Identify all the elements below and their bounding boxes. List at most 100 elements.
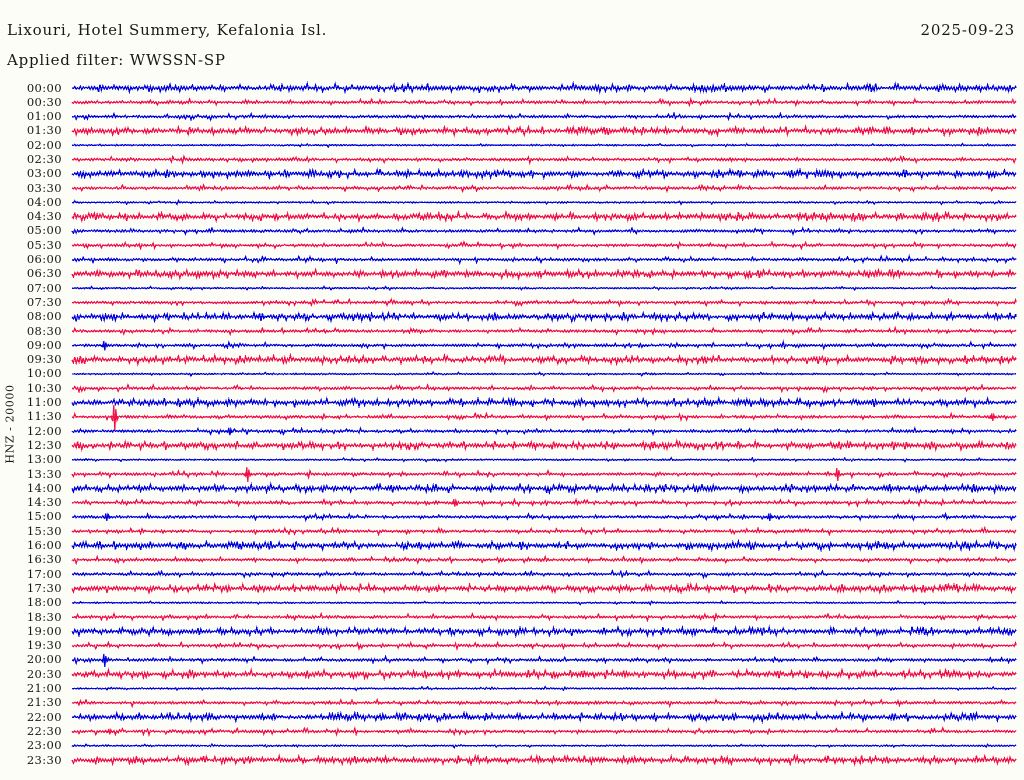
- seismogram-trace: [71, 599, 1017, 606]
- seismic-event-spike: [833, 468, 842, 482]
- seismogram-trace: [71, 96, 1017, 108]
- row-time-label: 19:30: [26, 638, 62, 653]
- seismogram-trace: [71, 267, 1017, 281]
- row-time-label: 17:00: [26, 566, 62, 581]
- seismogram-trace: [71, 383, 1017, 394]
- row-time-label: 05:00: [26, 223, 62, 238]
- seismogram-trace: [71, 254, 1017, 265]
- seismogram-trace: [71, 497, 1017, 508]
- seismogram-trace: [71, 199, 1017, 206]
- row-time-label: 02:00: [26, 137, 62, 152]
- row-time-label: 22:00: [26, 709, 62, 724]
- seismic-event-spike: [105, 728, 114, 735]
- seismogram-trace: [71, 581, 1017, 596]
- row-time-label: 03:00: [26, 166, 62, 181]
- seismic-event-spike: [450, 498, 459, 507]
- seismogram-trace: [71, 183, 1017, 194]
- row-time-label: 04:00: [26, 194, 62, 209]
- seismogram-trace: [71, 456, 1017, 463]
- row-time-label: 10:30: [26, 380, 62, 395]
- row-time-label: 08:00: [26, 309, 62, 324]
- seismogram-trace: [71, 310, 1017, 324]
- row-time-label: 01:30: [26, 123, 62, 138]
- row-time-label: 14:30: [26, 495, 62, 510]
- row-time-label: 00:00: [26, 80, 62, 95]
- seismogram-trace: [71, 611, 1017, 623]
- row-time-label: 07:00: [26, 280, 62, 295]
- row-time-label: 10:00: [26, 366, 62, 381]
- seismogram-trace: [71, 725, 1017, 737]
- row-time-label: 01:00: [26, 109, 62, 124]
- row-time-label: 17:30: [26, 580, 62, 595]
- seismic-event-spike: [243, 467, 252, 483]
- row-time-label: 06:30: [26, 266, 62, 281]
- seismogram-trace: [71, 154, 1017, 166]
- row-time-label: 07:30: [26, 294, 62, 309]
- seismogram-trace: [71, 710, 1017, 724]
- seismogram-trace: [71, 753, 1017, 767]
- seismogram-trace: [71, 352, 1017, 367]
- row-time-label: 18:30: [26, 609, 62, 624]
- seismogram-trace: [71, 297, 1017, 308]
- row-time-label: 09:00: [26, 337, 62, 352]
- row-time-label: 08:30: [26, 323, 62, 338]
- row-time-label: 23:30: [26, 752, 62, 767]
- seismogram-trace: [71, 209, 1017, 224]
- seismogram-trace: [71, 411, 1017, 423]
- seismogram-trace: [71, 697, 1017, 709]
- row-time-label: 18:00: [26, 595, 62, 610]
- seismogram-trace: [71, 226, 1017, 237]
- row-time-label: 16:00: [26, 538, 62, 553]
- seismogram-trace: [71, 525, 1017, 537]
- seismogram-trace: [71, 568, 1017, 580]
- row-time-label: 14:00: [26, 480, 62, 495]
- row-time-label: 16:30: [26, 552, 62, 567]
- seismogram-trace: [71, 339, 1017, 351]
- seismogram-trace: [71, 654, 1017, 666]
- seismogram-trace: [71, 240, 1017, 251]
- row-time-label: 21:30: [26, 695, 62, 710]
- station-title: Lixouri, Hotel Summery, Kefalonia Isl.: [7, 21, 328, 39]
- seismogram-trace: [71, 142, 1017, 149]
- row-time-label: 11:30: [26, 409, 62, 424]
- seismogram-trace: [71, 640, 1017, 652]
- row-time-label: 15:30: [26, 523, 62, 538]
- row-time-label: 20:00: [26, 652, 62, 667]
- seismogram-trace: [71, 111, 1017, 122]
- row-time-label: 03:30: [26, 180, 62, 195]
- row-time-label: 13:00: [26, 452, 62, 467]
- row-time-label: 11:00: [26, 395, 62, 410]
- seismogram-trace: [71, 325, 1017, 337]
- row-time-label: 09:30: [26, 352, 62, 367]
- seismic-event-spike: [765, 512, 774, 521]
- seismic-event-spike: [225, 426, 234, 436]
- row-time-label: 21:00: [26, 681, 62, 696]
- row-time-label: 13:30: [26, 466, 62, 481]
- row-time-label: 05:30: [26, 237, 62, 252]
- seismogram-trace: [71, 426, 1017, 437]
- row-time-label: 06:00: [26, 252, 62, 267]
- seismogram-trace: [71, 554, 1017, 566]
- seismic-event-spike: [100, 653, 109, 667]
- seismogram-trace: [71, 124, 1017, 138]
- seismogram-trace: [71, 538, 1017, 553]
- row-time-label: 22:30: [26, 723, 62, 738]
- row-time-label: 23:00: [26, 738, 62, 753]
- seismogram-trace: [71, 624, 1017, 639]
- seismogram-trace: [71, 511, 1017, 522]
- seismogram-trace: [71, 167, 1017, 181]
- row-time-label: 20:30: [26, 666, 62, 681]
- seismic-event-spike: [110, 404, 120, 431]
- row-time-label: 02:30: [26, 151, 62, 166]
- seismogram-trace: [71, 284, 1017, 292]
- seismogram-trace: [71, 395, 1017, 410]
- seismogram-trace: [71, 468, 1017, 480]
- seismogram-trace: [71, 481, 1017, 496]
- row-time-label: 04:30: [26, 209, 62, 224]
- seismogram-trace: [71, 742, 1017, 749]
- seismogram-trace: [71, 371, 1017, 378]
- row-time-label: 15:00: [26, 509, 62, 524]
- applied-filter-label: Applied filter: WWSSN-SP: [7, 51, 226, 69]
